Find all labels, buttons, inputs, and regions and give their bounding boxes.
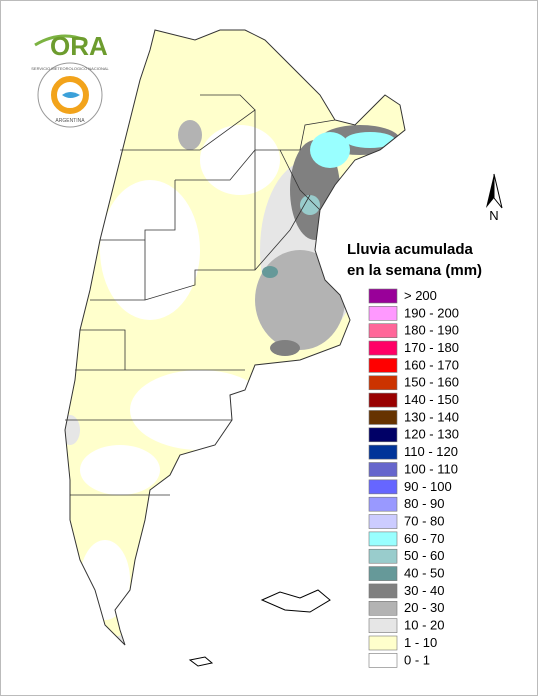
seal-emblem	[51, 76, 89, 114]
legend-label: 180 - 190	[404, 323, 459, 338]
legend-swatch	[368, 548, 398, 564]
legend-swatch	[368, 566, 398, 581]
legend-label: 130 - 140	[404, 409, 459, 424]
legend-label: 100 - 110	[404, 461, 458, 476]
islands	[260, 589, 331, 613]
legend-swatch	[368, 514, 398, 529]
legend-swatch	[368, 427, 398, 443]
legend-label: 50 - 60	[404, 548, 444, 563]
legend-label: 150 - 160	[404, 375, 459, 390]
area-40-50	[262, 266, 278, 278]
seal-text: SERVICIO METEOROLOGICO NACIONAL	[31, 66, 109, 71]
legend-swatch	[368, 323, 398, 339]
legend-swatch	[368, 340, 398, 356]
logo-swoosh	[34, 34, 86, 47]
seal-wave	[62, 92, 80, 98]
area-20-30	[255, 250, 345, 350]
legend-swatch	[368, 635, 398, 651]
area-0-1	[100, 180, 200, 320]
border	[200, 94, 321, 211]
area-20-30	[178, 120, 202, 150]
legend-swatch	[368, 392, 398, 408]
border	[90, 194, 311, 301]
province-borders	[64, 29, 406, 646]
logo-name: ORA	[50, 31, 108, 61]
legend-swatch	[368, 583, 398, 599]
legend-swatch	[368, 375, 398, 391]
legend-label: > 200	[404, 288, 437, 303]
islands	[188, 656, 214, 667]
legend-label: 10 - 20	[404, 618, 444, 633]
seal-text: ARGENTINA	[55, 118, 85, 124]
area-30-40	[270, 340, 300, 356]
north-arrow	[493, 173, 503, 209]
legend-swatch	[368, 444, 398, 460]
legend-swatch	[368, 410, 398, 425]
legend-swatch	[368, 479, 398, 495]
legend-label: 1 - 10	[404, 635, 437, 650]
legend-label: 70 - 80	[404, 513, 444, 528]
legend-swatch	[368, 288, 398, 304]
area-0-1	[80, 445, 160, 495]
legend-label: 170 - 180	[404, 340, 459, 355]
area-10-20	[65, 415, 80, 445]
legend-label: 90 - 100	[404, 479, 452, 494]
legend-label: 0 - 1	[404, 652, 430, 667]
border	[144, 149, 256, 300]
legend-swatch	[368, 618, 398, 633]
legend-swatch	[368, 462, 398, 477]
legend-label: 110 - 120	[404, 444, 458, 459]
legend-title: en la semana (mm)	[347, 262, 482, 279]
north-arrow	[486, 174, 494, 208]
area-60-70	[310, 132, 350, 168]
logo: ORA SERVICIO METEOROLOGICO NACIONAL ARGE…	[31, 31, 110, 128]
area-50-60	[300, 195, 320, 215]
legend-label: 60 - 70	[404, 531, 444, 546]
legend-swatch	[368, 531, 398, 547]
legend: Lluvia acumulada en la semana (mm) > 200 19…	[347, 241, 482, 668]
legend-swatch	[368, 653, 398, 668]
legend-label: 140 - 150	[404, 392, 459, 407]
compass-label: N	[489, 208, 498, 223]
legend-swatch	[368, 306, 398, 321]
legend-swatch	[368, 600, 398, 616]
legend-label: 190 - 200	[404, 305, 459, 320]
legend-title: Lluvia acumulada	[347, 241, 474, 258]
area-60-70	[345, 132, 395, 148]
legend-label: 40 - 50	[404, 566, 444, 581]
legend-swatch	[368, 496, 398, 512]
legend-label: 160 - 170	[404, 357, 459, 372]
legend-label: 30 - 40	[404, 583, 444, 598]
compass: N	[486, 173, 503, 223]
legend-swatch	[368, 358, 398, 373]
border	[65, 329, 245, 496]
legend-label: 80 - 90	[404, 496, 444, 511]
legend-label: 120 - 130	[404, 427, 459, 442]
area-0-1	[200, 125, 280, 195]
legend-label: 20 - 30	[404, 600, 444, 615]
